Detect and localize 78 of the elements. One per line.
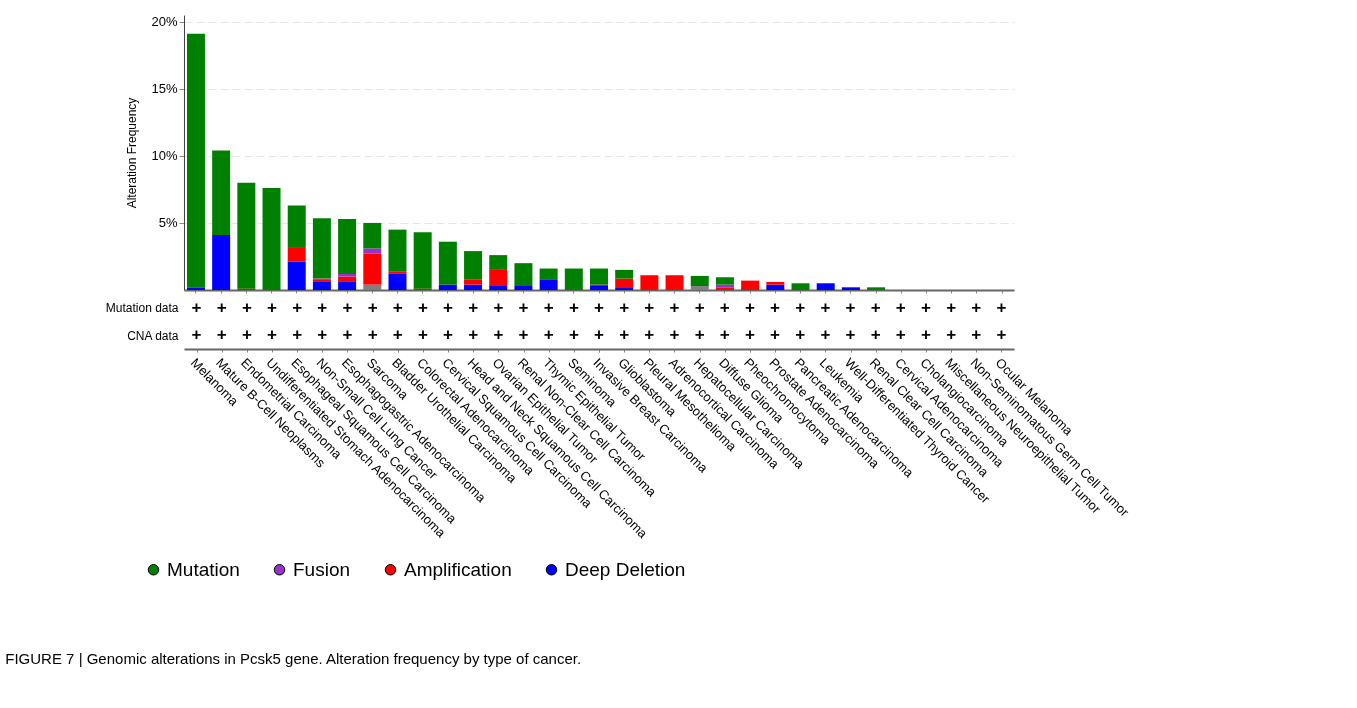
- text: +: [619, 297, 630, 317]
- y-tick-label: 20%: [151, 14, 178, 30]
- text: +: [543, 297, 554, 317]
- y-axis-title: Alteration Frequency: [125, 97, 140, 209]
- text: +: [443, 325, 454, 345]
- text: +: [770, 325, 781, 345]
- text: +: [820, 297, 831, 317]
- text: +: [518, 297, 529, 317]
- text: +: [895, 325, 906, 345]
- text: +: [392, 325, 403, 345]
- text: +: [292, 297, 303, 317]
- text: +: [719, 325, 730, 345]
- text: +: [921, 325, 931, 345]
- text: +: [241, 297, 252, 317]
- text: +: [468, 297, 479, 317]
- text: +: [292, 325, 303, 345]
- text: +: [367, 325, 378, 345]
- text: +: [493, 325, 504, 345]
- text: +: [946, 297, 957, 317]
- text: +: [267, 297, 277, 317]
- text: +: [870, 297, 881, 317]
- text: +: [644, 297, 655, 317]
- text: +: [795, 297, 806, 317]
- legend-label: Mutation: [167, 558, 240, 580]
- text: +: [594, 297, 604, 317]
- caption: FIGURE 7 | Genomic alterations in Pcsk5 gene. Alteration frequency by type of cancer.: [5, 650, 582, 667]
- text: +: [216, 325, 227, 345]
- text: +: [946, 325, 957, 345]
- text: +: [744, 297, 755, 317]
- text: +: [568, 325, 579, 345]
- text: +: [744, 325, 755, 345]
- text: +: [367, 297, 378, 317]
- y-tick-label: 10%: [151, 148, 178, 164]
- text: +: [996, 297, 1007, 317]
- text: +: [392, 297, 403, 317]
- text: +: [267, 325, 277, 345]
- text: +: [342, 297, 353, 317]
- text: +: [795, 325, 806, 345]
- text: +: [191, 297, 202, 317]
- text: +: [971, 297, 982, 317]
- text: +: [468, 325, 479, 345]
- text: +: [694, 297, 705, 317]
- text: +: [845, 297, 856, 317]
- text: +: [317, 325, 328, 345]
- legend-label: Fusion: [293, 558, 351, 580]
- text: +: [568, 297, 579, 317]
- text: +: [669, 325, 680, 345]
- text: +: [921, 297, 931, 317]
- text: +: [895, 297, 906, 317]
- text: +: [971, 325, 982, 345]
- text: +: [493, 297, 504, 317]
- text: +: [417, 325, 428, 345]
- text: +: [996, 325, 1007, 345]
- text: +: [619, 325, 630, 345]
- text: +: [342, 325, 353, 345]
- y-tick-label: 5%: [158, 215, 178, 231]
- text: +: [820, 325, 831, 345]
- text: +: [241, 325, 252, 345]
- text: +: [543, 325, 554, 345]
- text: +: [644, 325, 655, 345]
- text: +: [417, 297, 428, 317]
- legend-label: Amplification: [404, 558, 512, 580]
- text: +: [518, 325, 529, 345]
- text: +: [443, 297, 454, 317]
- legend-label: Deep Deletion: [565, 558, 686, 580]
- y-tick-label: 15%: [151, 81, 178, 97]
- category-label: CNA data: [127, 328, 179, 343]
- text: +: [669, 297, 680, 317]
- text: +: [216, 297, 227, 317]
- text: +: [191, 325, 202, 345]
- text: +: [845, 325, 856, 345]
- category-label: Mutation data: [105, 301, 179, 316]
- text: +: [770, 297, 781, 317]
- text: +: [719, 297, 730, 317]
- text: +: [870, 325, 881, 345]
- text: +: [594, 325, 604, 345]
- text: +: [694, 325, 705, 345]
- text: +: [317, 297, 328, 317]
